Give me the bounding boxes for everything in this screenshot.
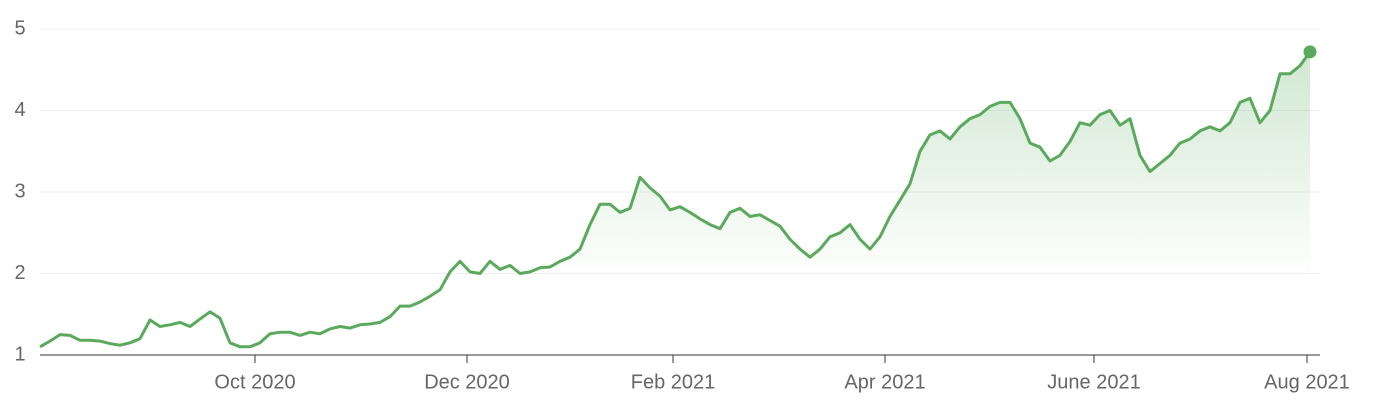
x-tick-label: Apr 2021 (844, 371, 925, 393)
x-tick-label: Feb 2021 (631, 371, 716, 393)
x-tick-label: June 2021 (1047, 371, 1140, 393)
y-tick-label: 1 (14, 343, 25, 365)
y-tick-label: 2 (14, 262, 25, 284)
x-tick-label: Dec 2020 (424, 371, 510, 393)
y-tick-label: 3 (14, 180, 25, 202)
x-tick-label: Aug 2021 (1264, 371, 1350, 393)
end-dot (1303, 45, 1317, 59)
y-tick-label: 5 (14, 17, 25, 39)
x-tick-label: Oct 2020 (214, 371, 295, 393)
line (39, 50, 1312, 349)
area (40, 51, 1310, 356)
y-tick-label: 4 (14, 99, 25, 121)
